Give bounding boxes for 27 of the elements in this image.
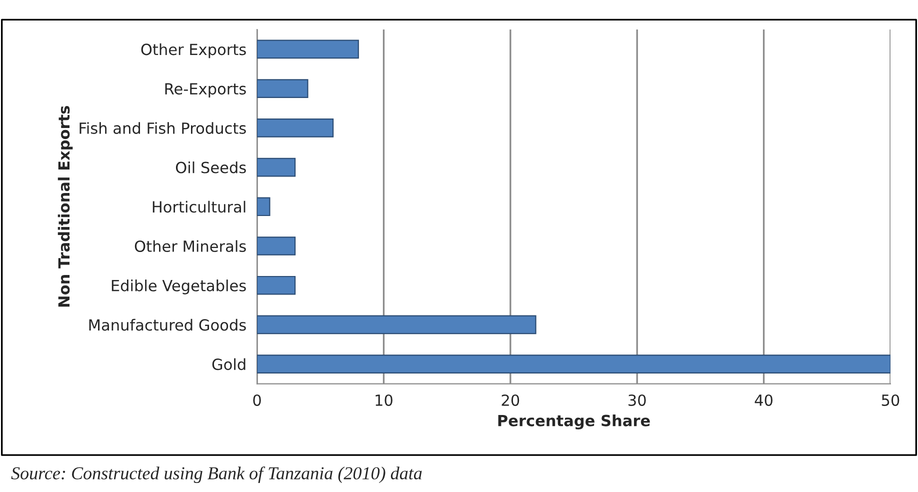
bar [257,315,536,334]
bar [257,79,308,98]
y-tick-label: Other Minerals [134,240,246,252]
x-tick-label: 0 [253,394,261,406]
x-tick-label: 10 [376,394,392,406]
x-tick-label: 30 [628,394,646,406]
y-tick-label: Oil Seeds [176,161,246,174]
bar [257,354,890,374]
source-note: Source: Constructed using Bank of Tanzania (2010) data [11,466,422,484]
x-tick-label: 50 [882,394,900,406]
x-axis-title: Percentage Share [498,414,650,430]
y-tick-label: Other Exports [141,43,246,58]
y-tick-label: Re-Exports [165,83,246,98]
y-tick-label: Manufactured Goods [89,318,246,331]
y-tick-label: Fish and Fish Products [80,122,246,134]
bar [257,197,270,216]
y-tick-label: Horticultural [152,200,246,213]
bar [257,158,296,177]
bar [257,118,334,138]
x-tick-label: 40 [754,394,772,406]
y-axis-title: Non Traditional Exports [58,106,73,307]
y-tick-label: Gold [212,358,246,370]
bar [257,276,296,295]
x-tick-label: 20 [502,394,520,406]
y-tick-label: Edible Vegetables [112,280,246,294]
bar [257,40,359,59]
bar [257,236,296,256]
